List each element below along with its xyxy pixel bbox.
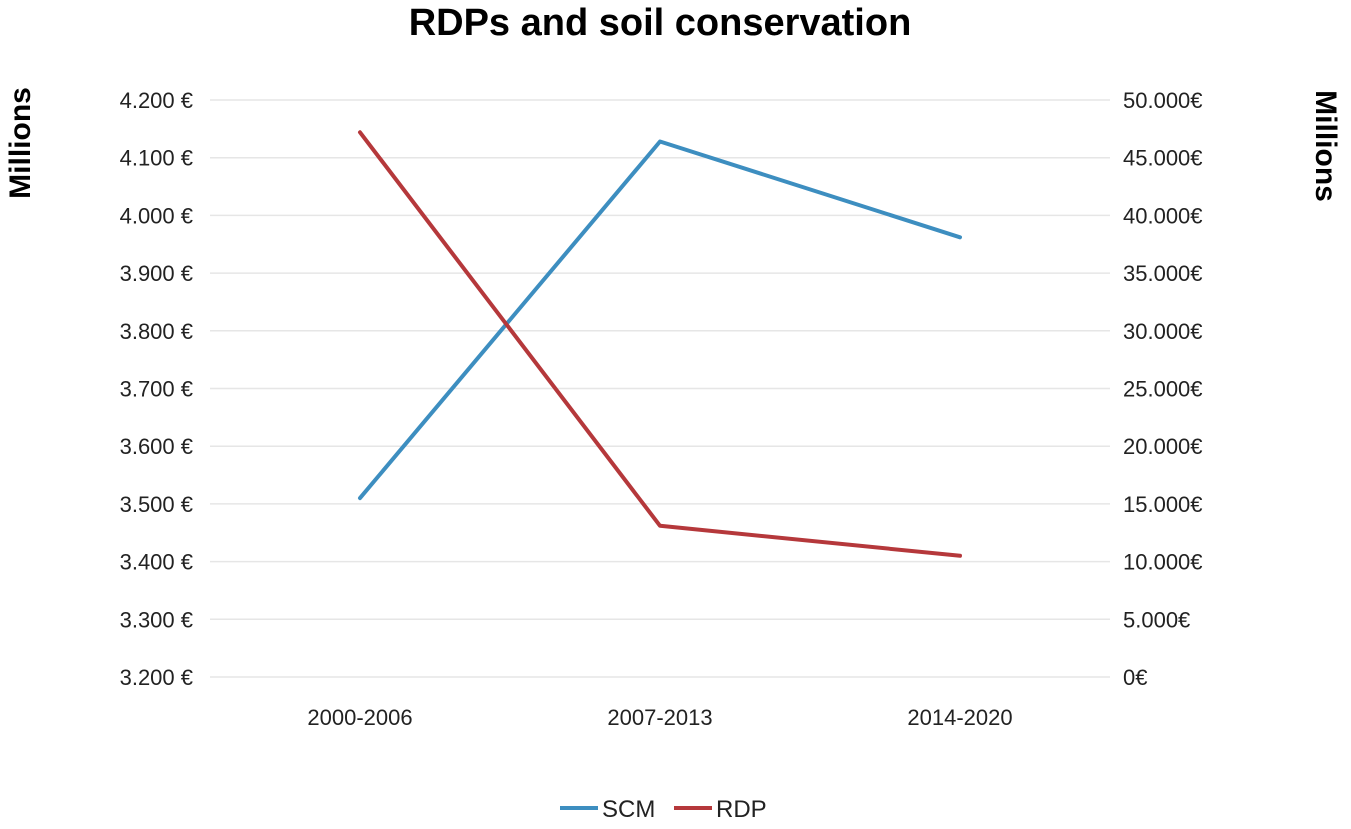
y-left-tick-label: 4.100 € xyxy=(120,146,193,171)
gridlines xyxy=(210,99,1110,678)
legend: SCM RDP xyxy=(560,796,767,823)
y-left-tick-labels: 3.200 € 3.300 € 3.400 € 3.500 € 3.600 € 3.700… xyxy=(120,88,193,690)
y-left-axis-title: Millions xyxy=(4,87,37,199)
y-right-tick-label: 40.000€ xyxy=(1123,203,1203,228)
y-right-tick-label: 35.000€ xyxy=(1123,261,1203,286)
y-right-tick-label: 30.000€ xyxy=(1123,319,1203,344)
x-category-labels: 2000-2006 2007-2013 2014-2020 xyxy=(307,705,1012,730)
y-right-tick-label: 50.000€ xyxy=(1123,88,1203,113)
y-left-tick-label: 4.000 € xyxy=(120,203,193,228)
y-left-tick-label: 3.600 € xyxy=(120,434,193,459)
y-left-tick-label: 3.400 € xyxy=(120,550,193,575)
y-right-tick-label: 15.000€ xyxy=(1123,492,1203,517)
y-left-tick-label: 3.700 € xyxy=(120,377,193,402)
y-right-tick-label: 20.000€ xyxy=(1123,434,1203,459)
y-right-tick-label: 5.000€ xyxy=(1123,607,1190,632)
x-category-label: 2007-2013 xyxy=(607,705,712,730)
series-line-rdp xyxy=(358,130,962,558)
series-lines xyxy=(358,130,962,558)
y-right-tick-label: 0€ xyxy=(1123,665,1147,690)
x-category-label: 2000-2006 xyxy=(307,705,412,730)
y-left-tick-label: 3.500 € xyxy=(120,492,193,517)
y-left-tick-label: 3.200 € xyxy=(120,665,193,690)
y-left-tick-label: 4.200 € xyxy=(120,88,193,113)
y-right-tick-labels: 0€ 5.000€ 10.000€ 15.000€ 20.000€ 25.000€ 30.0… xyxy=(1123,88,1203,690)
chart-title: RDPs and soil conservation xyxy=(409,2,912,44)
y-right-tick-label: 45.000€ xyxy=(1123,146,1203,171)
x-category-label: 2014-2020 xyxy=(907,705,1012,730)
legend-label-rdp: RDP xyxy=(716,796,767,823)
legend-label-scm: SCM xyxy=(602,796,655,823)
y-left-tick-label: 3.800 € xyxy=(120,319,193,344)
y-left-tick-label: 3.300 € xyxy=(120,607,193,632)
series-line-scm xyxy=(358,139,962,501)
y-left-tick-label: 3.900 € xyxy=(120,261,193,286)
y-right-axis-title: Millions xyxy=(1309,90,1342,202)
y-right-tick-label: 25.000€ xyxy=(1123,377,1203,402)
y-right-tick-label: 10.000€ xyxy=(1123,550,1203,575)
